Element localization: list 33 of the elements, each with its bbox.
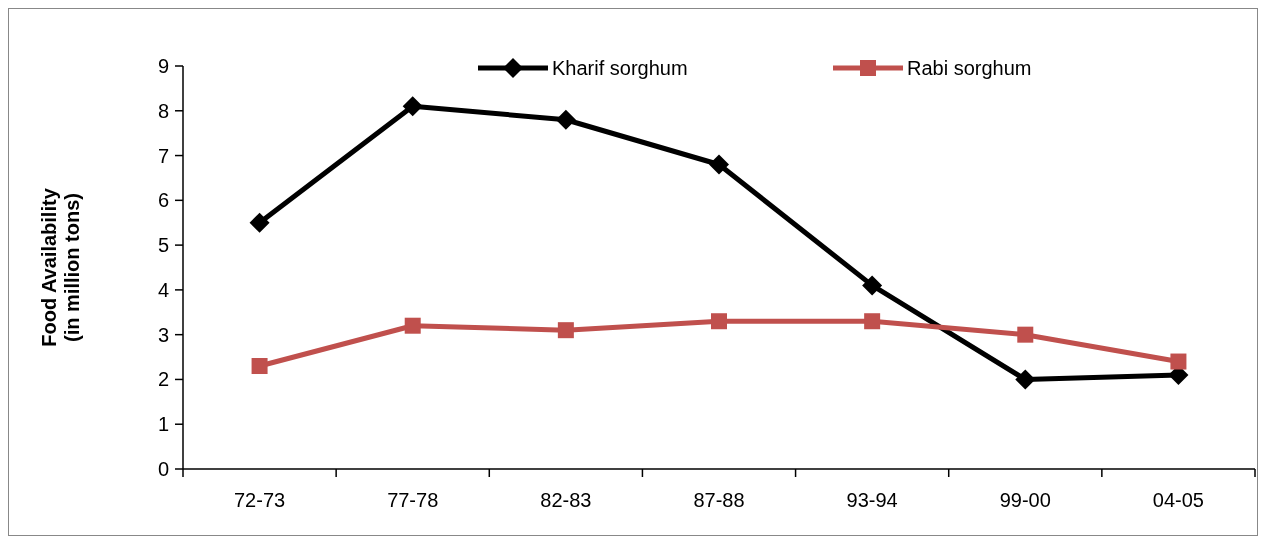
- y-tick-label: 8: [157, 99, 169, 122]
- point: [1017, 326, 1034, 343]
- point: [402, 96, 423, 117]
- y-tick-label: 1: [157, 413, 169, 436]
- point: [404, 317, 421, 334]
- point: [557, 322, 574, 339]
- point: [711, 313, 727, 330]
- x-tick-label: 77-78: [387, 489, 439, 511]
- point: [1015, 369, 1036, 390]
- y-tick-label: 7: [157, 144, 169, 167]
- point: [249, 212, 270, 233]
- y-tick-label: 3: [157, 323, 169, 346]
- y-tick-label: 6: [157, 189, 169, 212]
- x-tick-label: 87-88: [693, 489, 745, 511]
- y-tick-label: 0: [157, 458, 169, 480]
- point: [709, 154, 729, 175]
- y-tick-label: 2: [157, 368, 169, 391]
- legend-label: Kharif sorghum: [552, 57, 688, 79]
- legend-label: Rabi sorghum: [907, 57, 1032, 79]
- y-axis-title: Food Availability (in million tons): [38, 187, 83, 347]
- x-tick-label: 04-05: [1152, 489, 1205, 511]
- y-tick-label: 5: [157, 234, 169, 257]
- point: [251, 358, 268, 375]
- y-tick-label: 4: [157, 278, 169, 301]
- point: [555, 109, 576, 130]
- point: [864, 313, 881, 330]
- x-tick-label: 82-83: [540, 489, 592, 511]
- x-tick-label: 99-00: [999, 489, 1051, 511]
- x-tick-label: 93-94: [846, 489, 898, 511]
- y-tick-label: 9: [157, 55, 169, 77]
- point: [1170, 353, 1187, 370]
- point: [862, 275, 883, 296]
- x-tick-label: 72-73: [233, 489, 286, 511]
